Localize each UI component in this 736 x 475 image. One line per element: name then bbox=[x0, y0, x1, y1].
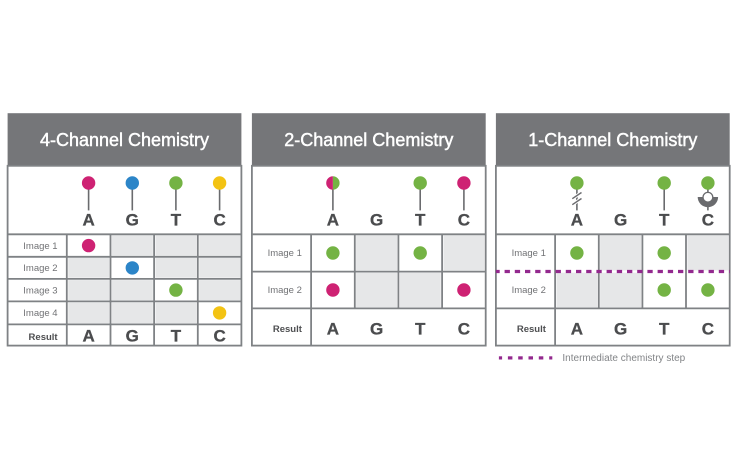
svg-text:T: T bbox=[171, 211, 182, 230]
svg-text:A: A bbox=[82, 211, 94, 230]
svg-text:C: C bbox=[458, 319, 470, 338]
svg-text:A: A bbox=[327, 211, 339, 230]
svg-text:Image 1: Image 1 bbox=[23, 241, 57, 252]
svg-text:G: G bbox=[614, 211, 627, 230]
svg-text:Image 2: Image 2 bbox=[268, 285, 302, 296]
svg-text:T: T bbox=[171, 326, 182, 345]
svg-text:G: G bbox=[370, 211, 383, 230]
svg-text:T: T bbox=[659, 211, 670, 230]
svg-text:G: G bbox=[126, 326, 139, 345]
svg-text:C: C bbox=[213, 326, 225, 345]
svg-text:4-Channel Chemistry: 4-Channel Chemistry bbox=[40, 130, 209, 150]
svg-text:C: C bbox=[458, 211, 470, 230]
svg-text:C: C bbox=[213, 211, 225, 230]
svg-text:Result: Result bbox=[273, 324, 303, 335]
svg-text:T: T bbox=[659, 319, 670, 338]
svg-text:Image 3: Image 3 bbox=[23, 285, 57, 296]
svg-text:T: T bbox=[415, 319, 426, 338]
svg-text:Image 2: Image 2 bbox=[23, 263, 57, 274]
svg-text:A: A bbox=[571, 211, 583, 230]
svg-text:A: A bbox=[327, 319, 339, 338]
svg-text:Image 1: Image 1 bbox=[268, 248, 302, 259]
svg-text:Image 1: Image 1 bbox=[512, 248, 546, 259]
svg-text:C: C bbox=[702, 211, 714, 230]
svg-text:Result: Result bbox=[29, 332, 59, 343]
svg-text:2-Channel Chemistry: 2-Channel Chemistry bbox=[284, 130, 453, 150]
svg-text:T: T bbox=[415, 211, 426, 230]
svg-text:Intermediate chemistry step: Intermediate chemistry step bbox=[562, 353, 685, 364]
svg-text:G: G bbox=[126, 211, 139, 230]
svg-text:Image 4: Image 4 bbox=[23, 308, 57, 319]
svg-text:G: G bbox=[614, 319, 627, 338]
svg-text:C: C bbox=[702, 319, 714, 338]
svg-text:A: A bbox=[571, 319, 583, 338]
svg-text:G: G bbox=[370, 319, 383, 338]
svg-text:Image 2: Image 2 bbox=[512, 285, 546, 296]
svg-text:Result: Result bbox=[517, 324, 547, 335]
svg-text:A: A bbox=[82, 326, 94, 345]
svg-text:1-Channel Chemistry: 1-Channel Chemistry bbox=[528, 130, 697, 150]
